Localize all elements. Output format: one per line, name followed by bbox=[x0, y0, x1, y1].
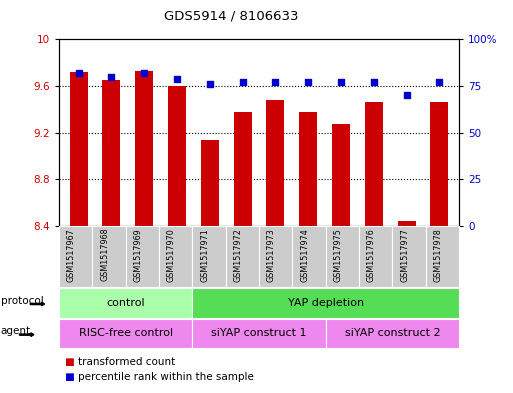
Text: GSM1517969: GSM1517969 bbox=[133, 228, 142, 281]
Point bbox=[239, 79, 247, 85]
Text: YAP depletion: YAP depletion bbox=[288, 298, 364, 308]
Text: GSM1517971: GSM1517971 bbox=[200, 228, 209, 281]
Text: ■: ■ bbox=[64, 372, 74, 382]
Text: siYAP construct 2: siYAP construct 2 bbox=[345, 329, 440, 338]
Text: agent: agent bbox=[1, 327, 31, 336]
Text: ■: ■ bbox=[64, 357, 74, 367]
Text: control: control bbox=[106, 298, 145, 308]
Bar bbox=[70, 72, 88, 226]
Point bbox=[107, 73, 115, 80]
Text: GSM1517976: GSM1517976 bbox=[367, 228, 376, 281]
Text: transformed count: transformed count bbox=[78, 357, 176, 367]
Text: GSM1517973: GSM1517973 bbox=[267, 228, 276, 281]
Point bbox=[337, 79, 345, 85]
Bar bbox=[430, 102, 448, 226]
Bar bbox=[332, 125, 350, 226]
Bar bbox=[201, 140, 219, 226]
Text: GSM1517968: GSM1517968 bbox=[100, 228, 109, 281]
Point bbox=[403, 92, 411, 98]
Text: GSM1517970: GSM1517970 bbox=[167, 228, 175, 281]
Text: GDS5914 / 8106633: GDS5914 / 8106633 bbox=[164, 10, 298, 23]
Text: GSM1517978: GSM1517978 bbox=[433, 228, 442, 281]
Point bbox=[206, 81, 214, 87]
Bar bbox=[365, 102, 383, 226]
Text: siYAP construct 1: siYAP construct 1 bbox=[211, 329, 307, 338]
Point bbox=[173, 75, 181, 82]
Point bbox=[436, 79, 444, 85]
Text: GSM1517967: GSM1517967 bbox=[67, 228, 76, 281]
Point bbox=[370, 79, 378, 85]
Text: GSM1517974: GSM1517974 bbox=[300, 228, 309, 281]
Point bbox=[271, 79, 280, 85]
Text: protocol: protocol bbox=[1, 296, 43, 306]
Text: percentile rank within the sample: percentile rank within the sample bbox=[78, 372, 254, 382]
Text: RISC-free control: RISC-free control bbox=[78, 329, 173, 338]
Text: GSM1517975: GSM1517975 bbox=[333, 228, 343, 282]
Point bbox=[140, 70, 148, 76]
Text: GSM1517972: GSM1517972 bbox=[233, 228, 242, 282]
Bar bbox=[299, 112, 317, 226]
Text: GSM1517977: GSM1517977 bbox=[400, 228, 409, 282]
Point bbox=[304, 79, 312, 85]
Bar bbox=[398, 221, 416, 226]
Bar bbox=[266, 100, 285, 226]
Bar bbox=[135, 71, 153, 226]
Bar bbox=[168, 86, 186, 226]
Bar bbox=[233, 112, 252, 226]
Bar bbox=[103, 80, 121, 226]
Point bbox=[74, 70, 83, 76]
